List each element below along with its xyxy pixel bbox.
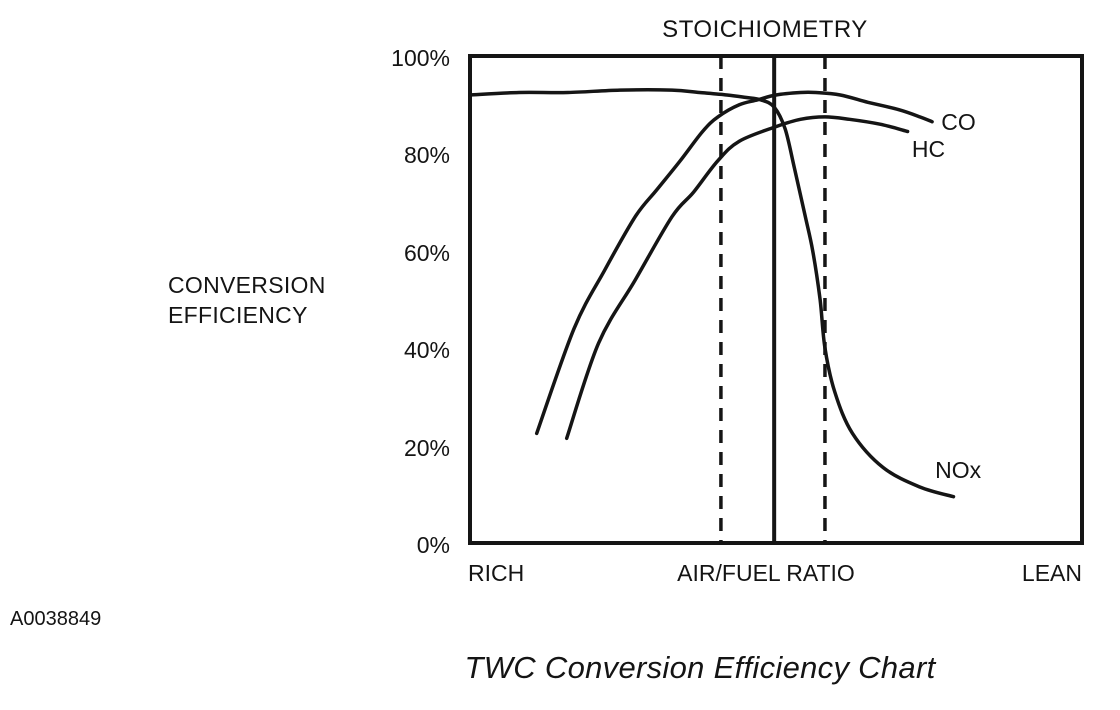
figure-caption: TWC Conversion Efficiency Chart [464,650,936,685]
x-axis-label-rich: RICH [468,560,525,586]
y-tick-0: 0% [416,532,450,558]
hc-curve [564,115,910,441]
nox-curve-label: NOx [935,456,982,483]
nox-curve [468,88,956,499]
co-curve-label: CO [941,108,976,135]
x-axis-label: AIR/FUEL RATIO [677,560,855,586]
co-curve [534,90,934,436]
hc-curve-label: HC [911,135,946,162]
y-tick-80: 80% [403,142,450,169]
y-tick-60: 60% [403,239,450,266]
y-tick-40: 40% [403,337,450,364]
y-tick-20: 20% [403,434,450,461]
y-tick-100: 100% [391,45,450,71]
chart-title: STOICHIOMETRY [662,16,868,43]
y-axis-label: CONVERSION EFFICIENCY [168,272,326,328]
figure-code: A0038849 [10,608,102,630]
x-axis-label-lean: LEAN [1021,560,1082,586]
